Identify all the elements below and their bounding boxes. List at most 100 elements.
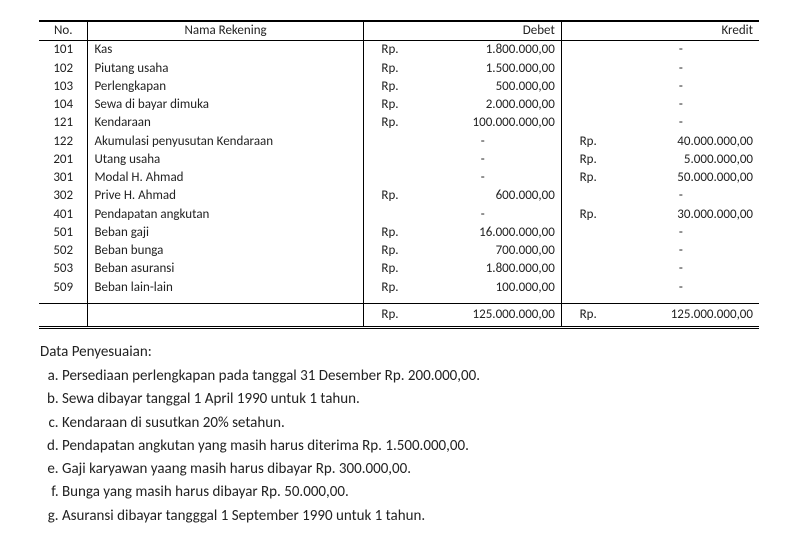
cell-credit: - bbox=[603, 242, 759, 260]
cell-credit: - bbox=[603, 224, 759, 242]
cell-debit-cur: Rp. bbox=[363, 224, 404, 242]
cell-credit: - bbox=[603, 96, 759, 114]
cell-debit-cur: Rp. bbox=[363, 78, 404, 96]
adjustment-title: Data Penyesuaian: bbox=[40, 343, 768, 361]
cell-debit: 2.000.000,00 bbox=[405, 96, 562, 114]
header-name: Nama Rekening bbox=[88, 21, 363, 41]
header-credit: Kredit bbox=[561, 21, 759, 41]
cell-credit: 5.000.000,00 bbox=[603, 151, 759, 169]
cell-no: 121 bbox=[39, 114, 88, 132]
cell-debit: - bbox=[405, 133, 562, 151]
cell-name: Beban asuransi bbox=[88, 260, 363, 278]
cell-no: 103 bbox=[39, 78, 88, 96]
cell-credit: - bbox=[603, 114, 759, 132]
cell-name: Sewa di bayar dimuka bbox=[88, 96, 363, 114]
adjustment-item: Bunga yang masih harus dibayar Rp. 50.00… bbox=[62, 481, 768, 504]
cell-credit-cur: Rp. bbox=[561, 151, 602, 169]
cell-credit: 50.000.000,00 bbox=[603, 169, 759, 187]
cell-debit: 100.000,00 bbox=[405, 279, 562, 297]
cell-no: 301 bbox=[39, 169, 88, 187]
cell-debit: 600.000,00 bbox=[405, 187, 562, 205]
cell-no: 102 bbox=[39, 60, 88, 78]
table-row: 509Beban lain-lainRp.100.000,00 - bbox=[39, 279, 759, 297]
table-row: 103PerlengkapanRp.500.000,00 - bbox=[39, 78, 759, 96]
table-row: 121KendaraanRp.100.000.000,00 - bbox=[39, 114, 759, 132]
cell-credit-cur: Rp. bbox=[561, 133, 602, 151]
table-row: 101KasRp.1.800.000,00 - bbox=[39, 41, 759, 60]
cell-no: 101 bbox=[39, 41, 88, 60]
table-row: 201Utang usaha -Rp.5.000.000,00 bbox=[39, 151, 759, 169]
cell-credit: - bbox=[603, 41, 759, 60]
table-row: 122Akumulasi penyusutan Kendaraan -Rp.40.… bbox=[39, 133, 759, 151]
cell-debit: 16.000.000,00 bbox=[405, 224, 562, 242]
table-row: 102Piutang usahaRp.1.500.000,00 - bbox=[39, 60, 759, 78]
cell-no: 122 bbox=[39, 133, 88, 151]
cell-name: Kas bbox=[88, 41, 363, 60]
cell-debit-cur: Rp. bbox=[363, 242, 404, 260]
cell-debit: - bbox=[405, 169, 562, 187]
cell-no: 503 bbox=[39, 260, 88, 278]
cell-debit: - bbox=[405, 151, 562, 169]
adjustment-list: Persediaan perlengkapan pada tanggal 31 … bbox=[40, 365, 768, 528]
total-row: Rp.125.000.000,00Rp.125.000.000,00 bbox=[39, 303, 759, 327]
table-row: 401Pendapatan angkutan -Rp.30.000.000,00 bbox=[39, 206, 759, 224]
cell-credit: - bbox=[603, 60, 759, 78]
total-debit-cur: Rp. bbox=[363, 303, 404, 327]
cell-credit: - bbox=[603, 78, 759, 96]
cell-debit-cur: Rp. bbox=[363, 114, 404, 132]
cell-no: 501 bbox=[39, 224, 88, 242]
cell-name: Akumulasi penyusutan Kendaraan bbox=[88, 133, 363, 151]
cell-credit: 30.000.000,00 bbox=[603, 206, 759, 224]
adjustment-item: Gaji karyawan yaang masih harus dibayar … bbox=[62, 458, 768, 481]
total-credit-cur: Rp. bbox=[561, 303, 602, 327]
cell-debit-cur: Rp. bbox=[363, 279, 404, 297]
cell-name: Prive H. Ahmad bbox=[88, 187, 363, 205]
cell-name: Beban lain-lain bbox=[88, 279, 363, 297]
cell-name: Perlengkapan bbox=[88, 78, 363, 96]
adjustment-item: Pendapatan angkutan yang masih harus dit… bbox=[62, 435, 768, 458]
cell-credit: - bbox=[603, 187, 759, 205]
cell-name: Piutang usaha bbox=[88, 60, 363, 78]
table-header-row: No. Nama Rekening Debet Kredit bbox=[39, 21, 759, 41]
cell-no: 104 bbox=[39, 96, 88, 114]
cell-debit: 1.800.000,00 bbox=[405, 41, 562, 60]
cell-credit: - bbox=[603, 279, 759, 297]
total-credit: 125.000.000,00 bbox=[603, 303, 759, 327]
cell-no: 509 bbox=[39, 279, 88, 297]
table-row: 301Modal H. Ahmad -Rp.50.000.000,00 bbox=[39, 169, 759, 187]
cell-debit: 700.000,00 bbox=[405, 242, 562, 260]
total-debit: 125.000.000,00 bbox=[405, 303, 562, 327]
cell-debit-cur: Rp. bbox=[363, 260, 404, 278]
cell-name: Pendapatan angkutan bbox=[88, 206, 363, 224]
table-row: 302Prive H. AhmadRp.600.000,00- bbox=[39, 187, 759, 205]
cell-credit-cur: Rp. bbox=[561, 206, 602, 224]
trial-balance-table: No. Nama Rekening Debet Kredit 101KasRp.… bbox=[39, 20, 759, 329]
cell-debit: 100.000.000,00 bbox=[405, 114, 562, 132]
cell-name: Kendaraan bbox=[88, 114, 363, 132]
cell-debit: - bbox=[405, 206, 562, 224]
cell-no: 502 bbox=[39, 242, 88, 260]
cell-name: Beban bunga bbox=[88, 242, 363, 260]
cell-debit: 500.000,00 bbox=[405, 78, 562, 96]
cell-name: Modal H. Ahmad bbox=[88, 169, 363, 187]
cell-name: Utang usaha bbox=[88, 151, 363, 169]
table-row: 104Sewa di bayar dimukaRp.2.000.000,00 - bbox=[39, 96, 759, 114]
cell-debit: 1.500.000,00 bbox=[405, 60, 562, 78]
cell-no: 201 bbox=[39, 151, 88, 169]
table-row: 503Beban asuransiRp.1.800.000,00 - bbox=[39, 260, 759, 278]
cell-credit-cur: Rp. bbox=[561, 169, 602, 187]
cell-debit: 1.800.000,00 bbox=[405, 260, 562, 278]
adjustment-item: Sewa dibayar tanggal 1 April 1990 untuk … bbox=[62, 388, 768, 411]
cell-debit-cur: Rp. bbox=[363, 60, 404, 78]
cell-credit: 40.000.000,00 bbox=[603, 133, 759, 151]
cell-no: 401 bbox=[39, 206, 88, 224]
cell-debit-cur: Rp. bbox=[363, 41, 404, 60]
adjustment-item: Kendaraan di susutkan 20% setahun. bbox=[62, 412, 768, 435]
adjustment-item: Asuransi dibayar tangggal 1 September 19… bbox=[62, 505, 768, 528]
cell-credit: - bbox=[603, 260, 759, 278]
header-debit: Debet bbox=[363, 21, 561, 41]
cell-debit-cur: Rp. bbox=[363, 187, 404, 205]
table-row: 501Beban gajiRp.16.000.000,00- bbox=[39, 224, 759, 242]
adjustment-item: Persediaan perlengkapan pada tanggal 31 … bbox=[62, 365, 768, 388]
cell-debit-cur: Rp. bbox=[363, 96, 404, 114]
